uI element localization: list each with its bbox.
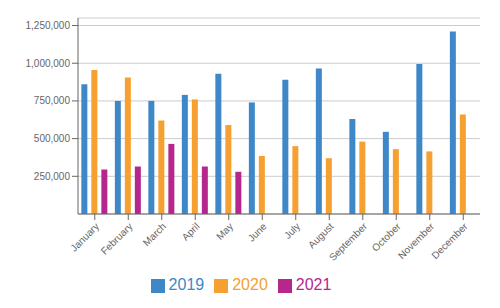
- svg-text:1,000,000: 1,000,000: [26, 58, 71, 69]
- svg-text:500,000: 500,000: [34, 133, 71, 144]
- html-text:2019: 2019: [168, 276, 205, 293]
- svg-text:September: September: [327, 220, 370, 263]
- html-text:2021: 2021: [295, 276, 332, 293]
- svg-text:May: May: [214, 221, 235, 242]
- svg-text:January: January: [68, 221, 101, 254]
- svg-text:June: June: [246, 220, 269, 243]
- svg-text:750,000: 750,000: [34, 95, 71, 106]
- svg-text:July: July: [282, 221, 302, 241]
- svg-text:December: December: [429, 220, 470, 261]
- html-text:2020: 2020: [232, 276, 268, 293]
- svg-text:August: August: [306, 221, 336, 251]
- svg-text:February: February: [99, 221, 135, 257]
- svg-text:March: March: [141, 221, 168, 248]
- svg-text:250,000: 250,000: [34, 171, 71, 182]
- svg-text:April: April: [180, 221, 202, 243]
- svg-text:October: October: [370, 220, 403, 253]
- svg-text:1,250,000: 1,250,000: [26, 20, 71, 31]
- svg-text:November: November: [395, 220, 437, 262]
